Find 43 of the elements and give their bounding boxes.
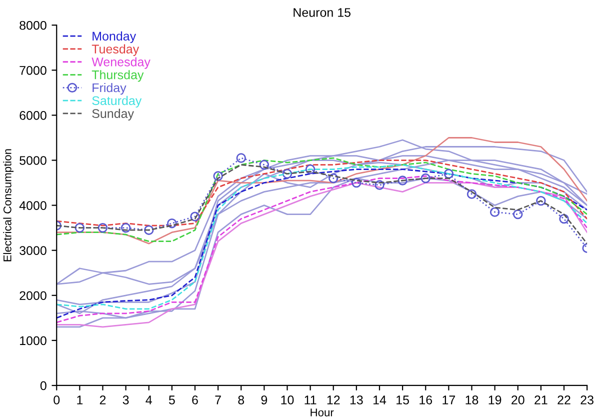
legend-label: Wenesday	[92, 57, 150, 69]
x-tick-label: 3	[122, 396, 129, 404]
x-tick-label: 13	[350, 396, 363, 404]
x-tick-label: 19	[488, 396, 502, 404]
x-tick-label: 15	[396, 396, 409, 404]
y-tick-label: 5000	[20, 156, 46, 165]
x-tick-label: 16	[420, 396, 432, 404]
x-tick-label: 5	[168, 396, 175, 404]
y-tick-label: 8000	[20, 20, 46, 30]
x-tick-label: 4	[146, 396, 152, 404]
legend-label: Friday	[92, 83, 126, 95]
y-tick-label: 6000	[20, 111, 46, 120]
x-tick-label: 6	[192, 396, 198, 404]
y-tick-label: 4000	[19, 201, 46, 210]
x-tick-label: 10	[281, 396, 294, 404]
x-tick-label: 7	[215, 396, 221, 404]
y-tick-label: 3000	[20, 246, 46, 256]
x-tick-label: 20	[512, 396, 524, 404]
legend-label: Thursday	[92, 70, 144, 82]
x-tick-label: 1	[77, 396, 83, 404]
legend-label: Monday	[92, 31, 136, 44]
x-tick-label: 11	[304, 396, 316, 404]
y-axis-title: Electrical Consumption	[3, 149, 14, 262]
legend-label: Saturday	[92, 96, 142, 108]
x-axis-title: Hour	[310, 408, 334, 416]
x-tick-label: 9	[261, 396, 268, 404]
x-tick-label: 23	[580, 396, 594, 404]
x-tick-label: 14	[374, 396, 386, 404]
x-tick-label: 12	[327, 396, 340, 404]
legend-label: Tuesday	[92, 44, 140, 56]
x-tick-label: 2	[100, 396, 106, 404]
y-tick-label: 0	[40, 381, 46, 390]
x-tick-label: 18	[466, 396, 478, 404]
chart-title: Neuron 15	[294, 8, 351, 17]
x-tick-label: 22	[558, 396, 570, 404]
y-tick-label: 1000	[20, 336, 46, 346]
x-tick-label: 17	[442, 396, 456, 404]
y-tick-label: 2000	[20, 291, 46, 300]
x-tick-label: 0	[54, 396, 60, 404]
legend-label: Sunday	[92, 108, 134, 120]
y-tick-label: 7000	[20, 66, 46, 75]
x-tick-label: 21	[534, 396, 548, 404]
x-tick-label: 8	[238, 396, 244, 404]
